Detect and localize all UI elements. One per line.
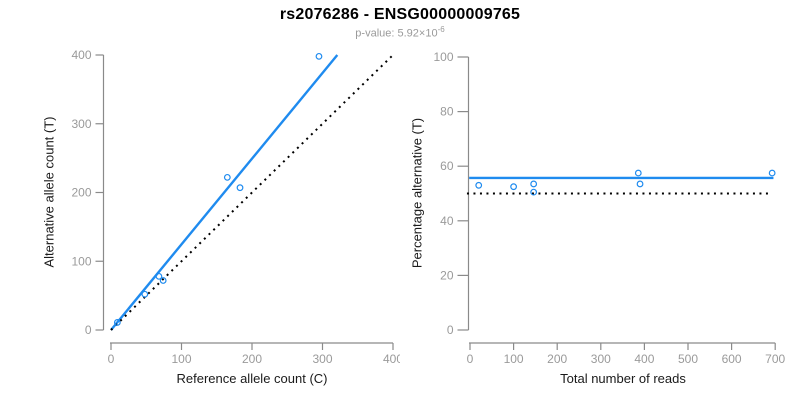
x-tick-label: 0 <box>467 352 474 366</box>
y-tick-label: 60 <box>440 159 454 173</box>
y-tick-label: 100 <box>433 50 453 64</box>
x-tick-label: 200 <box>242 352 262 366</box>
x-tick-label: 500 <box>678 352 698 366</box>
x-tick-label: 300 <box>312 352 332 366</box>
x-tick-label: 200 <box>547 352 567 366</box>
x-tick-label: 600 <box>722 352 742 366</box>
y-tick-label: 80 <box>440 105 454 119</box>
y-tick-label: 20 <box>440 268 454 282</box>
y-tick-label: 0 <box>85 323 92 337</box>
data-point <box>634 169 642 177</box>
data-point <box>236 184 244 192</box>
right-y-axis-title: Percentage alternative (T) <box>409 117 425 269</box>
data-point <box>113 319 121 326</box>
data-point <box>315 52 323 60</box>
data-point <box>223 173 231 181</box>
identity-line <box>110 54 394 331</box>
y-tick-label: 40 <box>440 214 454 228</box>
y-tick-label: 200 <box>71 186 91 200</box>
plot-subtitle: p-value: 5.92×10-6 <box>0 25 800 40</box>
left-y-axis-title: Alternative allele count (T) <box>41 116 57 268</box>
data-point <box>475 181 483 189</box>
data-point <box>636 180 644 188</box>
data-point <box>530 180 538 188</box>
left-scatter-plot: 0 100 200 300 400 0 100 200 300 400 <box>71 48 400 366</box>
y-tick-label: 300 <box>71 117 91 131</box>
x-tick-label: 100 <box>171 352 191 366</box>
pvalue-text: p-value: 5.92×10 <box>355 27 438 40</box>
data-point <box>768 169 776 177</box>
data-point <box>141 290 149 298</box>
x-tick-label: 400 <box>383 352 400 366</box>
x-tick-label: 300 <box>591 352 611 366</box>
x-tick-label: 100 <box>504 352 524 366</box>
left-x-axis-title: Reference allele count (C) <box>176 371 328 386</box>
y-tick-label: 100 <box>71 254 91 268</box>
y-tick-label: 400 <box>71 48 91 62</box>
pvalue-exponent: -6 <box>437 25 445 34</box>
data-point <box>159 277 167 284</box>
x-tick-label: 700 <box>765 352 785 366</box>
x-tick-label: 400 <box>634 352 654 366</box>
y-tick-label: 0 <box>447 323 454 337</box>
fitted-line <box>110 54 339 331</box>
data-point <box>155 272 163 280</box>
data-point <box>530 188 538 196</box>
right-x-axis-title: Total number of reads <box>560 371 686 386</box>
right-scatter-plot: 0 20 40 60 80 100 0 100 200 300 400 500 600 700 <box>433 50 785 366</box>
x-tick-label: 0 <box>108 352 115 366</box>
plot-title: rs2076286 - ENSG00000009765 <box>279 6 521 23</box>
data-point <box>510 183 517 191</box>
